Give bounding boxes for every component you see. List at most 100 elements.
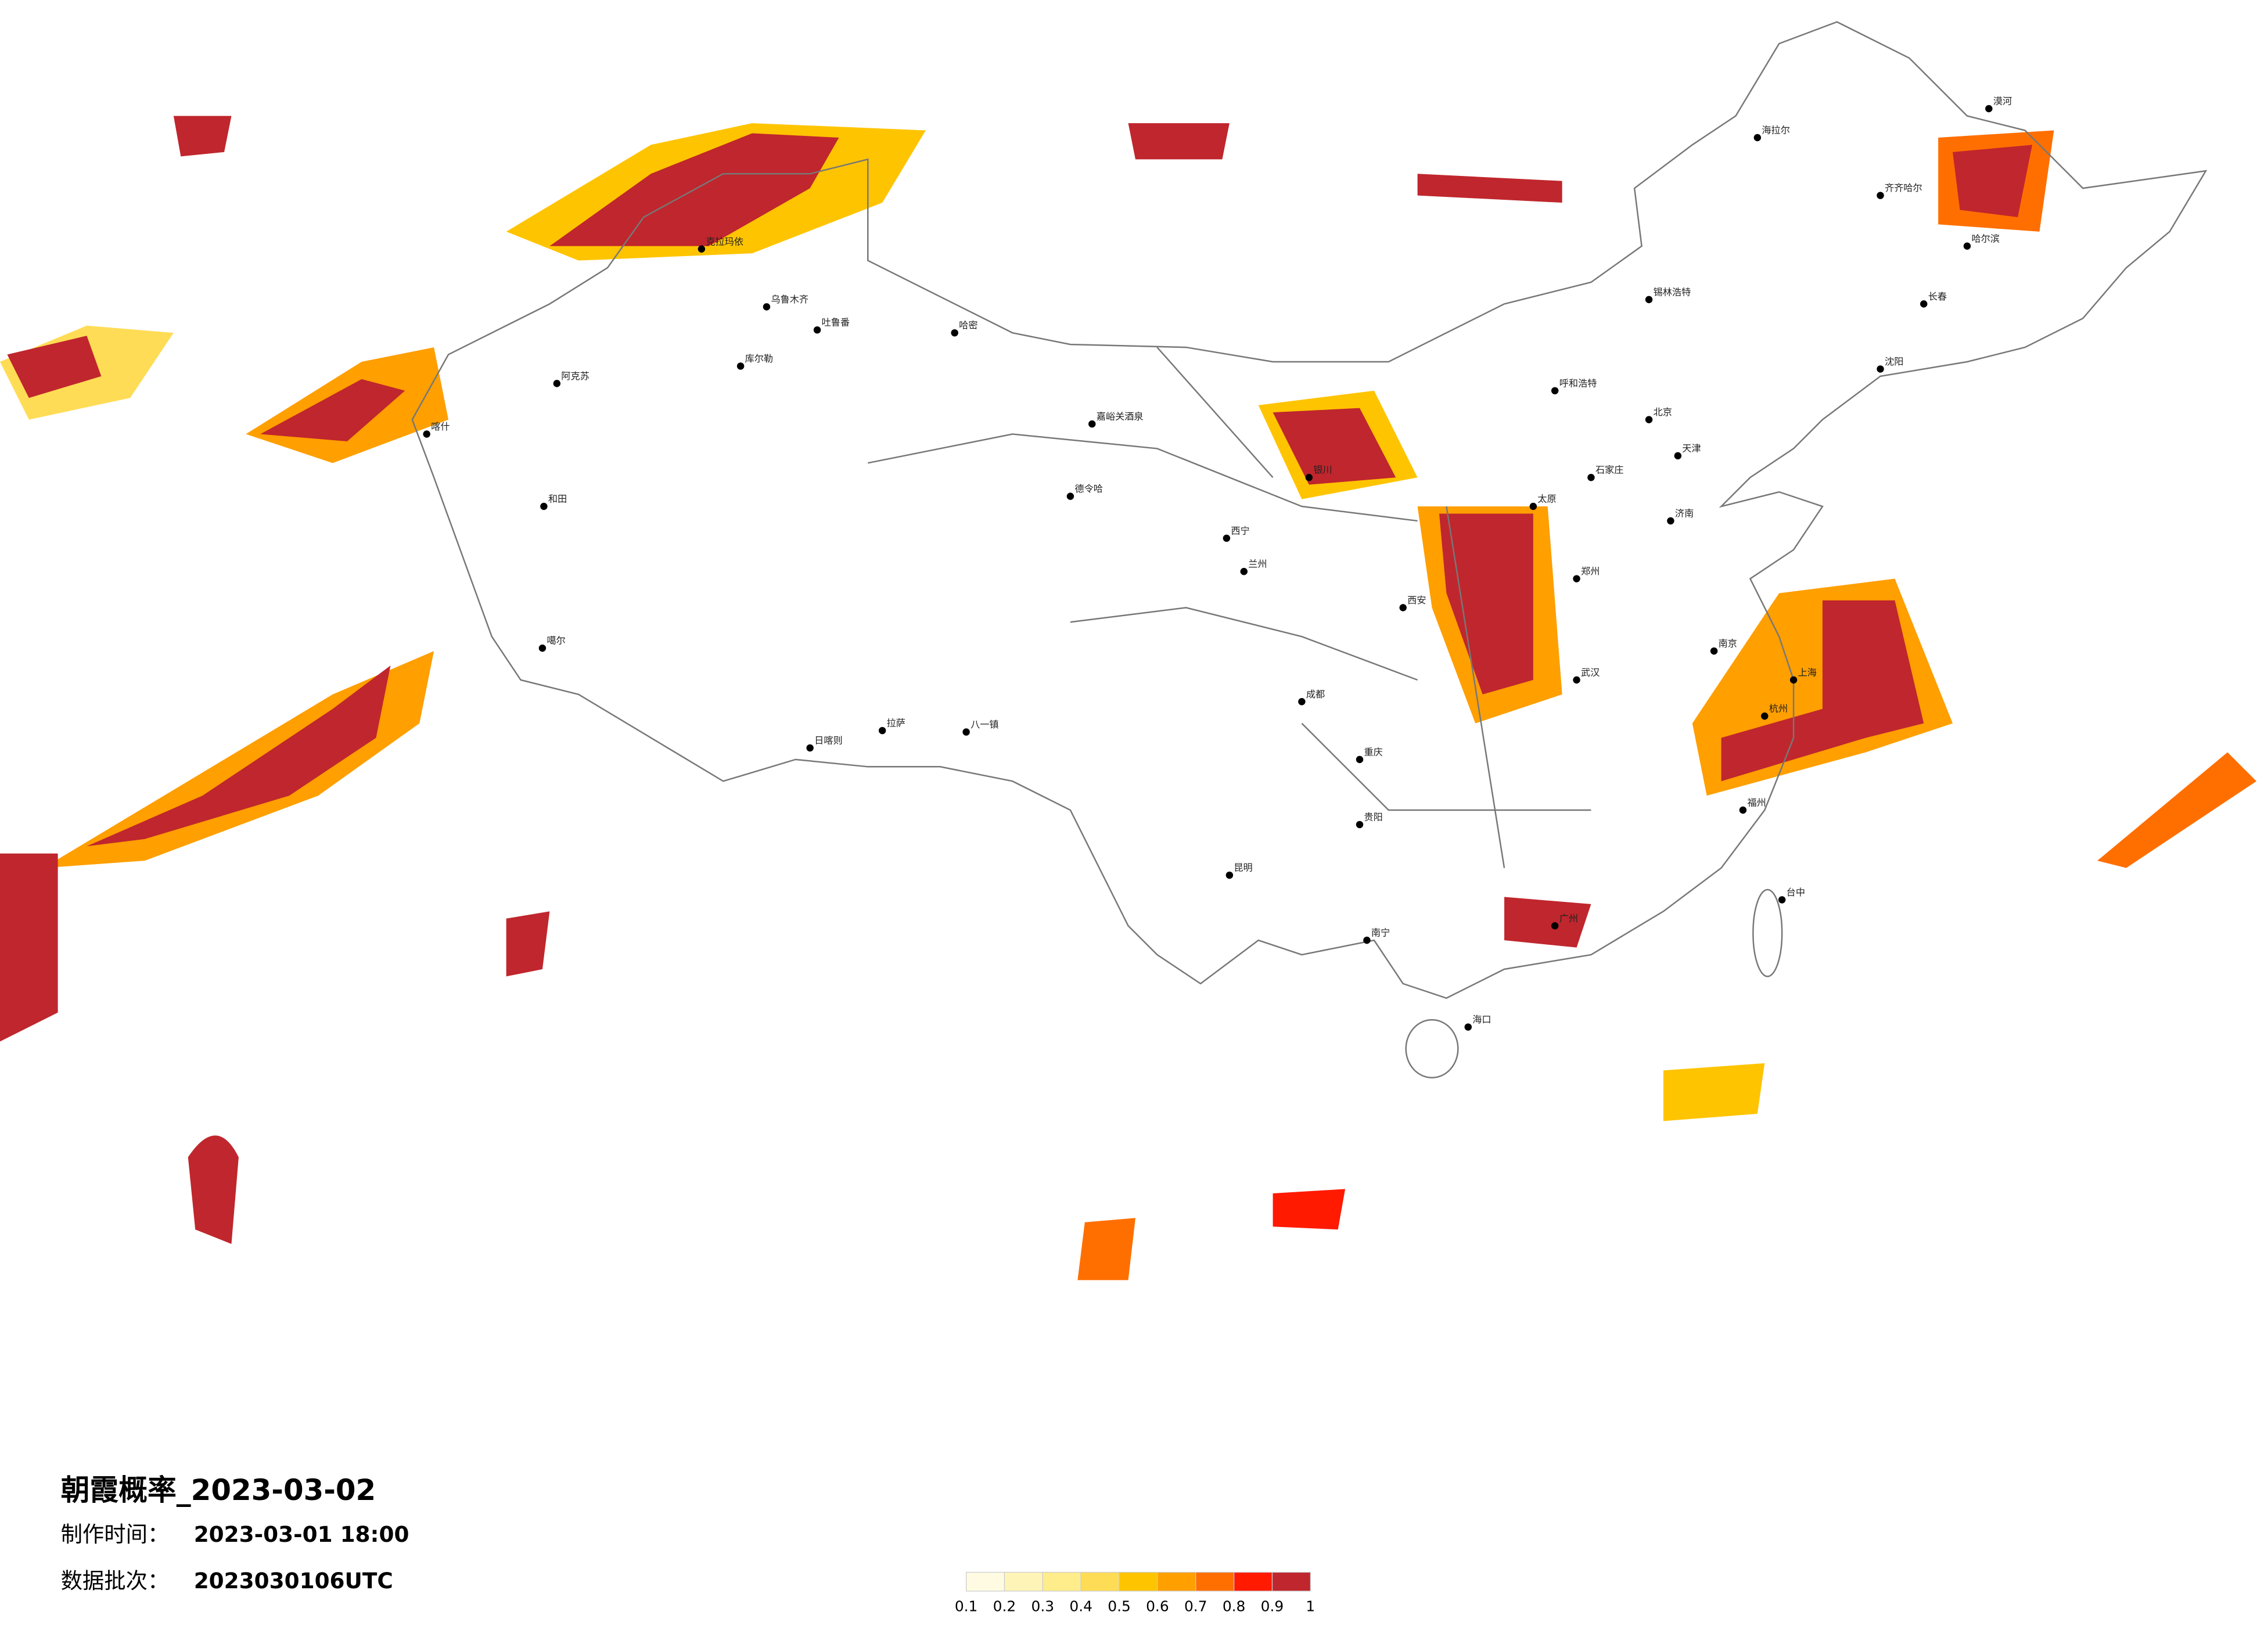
city-label: 漠河	[1993, 96, 2012, 107]
heat-layer	[0, 116, 2257, 1280]
city-dot	[1399, 604, 1407, 611]
city-label: 成都	[1306, 689, 1325, 700]
city-dot	[1667, 517, 1674, 525]
legend-swatch	[1233, 1571, 1273, 1592]
legend-tick: 0.8	[1223, 1598, 1246, 1615]
city-label: 德令哈	[1074, 483, 1103, 494]
legend-tick: 0.5	[1108, 1598, 1131, 1615]
city-dot	[1240, 567, 1248, 575]
legend-swatch	[1119, 1571, 1158, 1592]
batch-label: 数据批次：	[61, 1568, 170, 1593]
city-label: 拉萨	[887, 718, 905, 729]
city-label: 海拉尔	[1762, 124, 1790, 135]
title: 朝霞概率_2023-03-02	[61, 1473, 376, 1507]
city-dot	[538, 644, 547, 652]
city-dot	[1298, 698, 1306, 706]
city-dot	[1551, 922, 1559, 930]
city-dot	[962, 728, 970, 736]
city-dot	[1088, 420, 1096, 428]
made-label: 制作时间：	[61, 1521, 170, 1547]
city-dot	[806, 744, 814, 752]
city-dot	[1645, 296, 1653, 304]
city-label: 福州	[1747, 797, 1766, 808]
city-label: 广州	[1559, 913, 1578, 924]
city-label: 北京	[1654, 406, 1672, 418]
city-dot	[698, 245, 706, 253]
city-label: 八一镇	[971, 719, 999, 730]
city-label: 太原	[1537, 494, 1556, 505]
city-label: 石家庄	[1595, 465, 1624, 476]
city-dot	[1645, 416, 1653, 423]
city-dot	[423, 430, 430, 438]
city-dot	[1963, 242, 1971, 250]
city-dot	[1739, 806, 1747, 814]
city-label: 库尔勒	[745, 353, 774, 364]
city-dot	[1551, 387, 1559, 395]
city-dot	[1356, 756, 1364, 764]
city-label: 乌鲁木齐	[771, 294, 808, 305]
legend-tick: 0.1	[955, 1598, 978, 1615]
city-dot	[1778, 896, 1786, 904]
city-label: 南宁	[1371, 927, 1390, 938]
legend-swatch	[965, 1571, 1005, 1592]
legend-tick: 0.6	[1146, 1598, 1169, 1615]
city-dot	[1573, 575, 1580, 582]
legend-tick: 0.7	[1184, 1598, 1207, 1615]
city-label: 哈尔滨	[1971, 233, 2000, 244]
city-label: 阿克苏	[561, 370, 590, 382]
city-dot	[1753, 134, 1762, 142]
city-dot	[1464, 1023, 1472, 1031]
city-label: 上海	[1798, 667, 1817, 678]
city-dot	[1920, 300, 1928, 308]
city-dot	[1761, 712, 1769, 720]
city-label: 杭州	[1769, 703, 1788, 714]
legend-swatch	[1157, 1571, 1196, 1592]
legend-swatch	[1271, 1571, 1311, 1592]
city-dot	[1225, 871, 1234, 879]
legend-tick: 0.3	[1031, 1598, 1055, 1615]
legend-tick: 0.9	[1261, 1598, 1284, 1615]
city-dot	[1223, 534, 1231, 542]
legend-swatch	[1080, 1571, 1120, 1592]
city-label: 西安	[1407, 595, 1426, 606]
city-label: 南京	[1719, 638, 1737, 649]
legend-swatch	[1042, 1571, 1081, 1592]
city-dot	[553, 380, 561, 387]
city-label: 西宁	[1231, 525, 1249, 536]
city-dot	[763, 303, 771, 311]
city-label: 噶尔	[547, 635, 565, 646]
city-label: 银川	[1313, 465, 1332, 476]
city-dot	[1789, 676, 1798, 684]
city-label: 昆明	[1234, 862, 1252, 873]
city-label: 海口	[1472, 1014, 1491, 1025]
city-label: 日喀则	[814, 735, 843, 746]
city-dot	[736, 362, 745, 370]
city-label: 郑州	[1581, 566, 1600, 577]
city-dot	[1674, 452, 1682, 460]
batch: 2023030106UTC	[194, 1568, 393, 1593]
city-label: 济南	[1675, 508, 1694, 519]
city-dot	[951, 329, 958, 337]
city-label: 喀什	[431, 421, 450, 432]
city-dot	[1529, 502, 1537, 510]
city-label: 兰州	[1248, 559, 1267, 570]
city-label: 台中	[1787, 887, 1805, 898]
city-label: 嘉峪关酒泉	[1097, 411, 1144, 422]
city-dot	[813, 326, 821, 334]
city-dot	[540, 502, 548, 510]
city-label: 克拉玛依	[706, 236, 743, 247]
city-label: 武汉	[1581, 667, 1600, 678]
legend-tick: 1	[1306, 1598, 1315, 1615]
legend-tick: 0.4	[1069, 1598, 1092, 1615]
city-label: 锡林浩特	[1654, 286, 1691, 297]
city-dot	[1877, 192, 1884, 199]
city-dot	[878, 726, 886, 735]
city-label: 贵阳	[1364, 811, 1382, 822]
city-label: 吐鲁番	[822, 317, 850, 328]
city-dot	[1587, 473, 1595, 481]
legend-swatch	[1004, 1571, 1043, 1592]
city-dot	[1877, 365, 1884, 373]
